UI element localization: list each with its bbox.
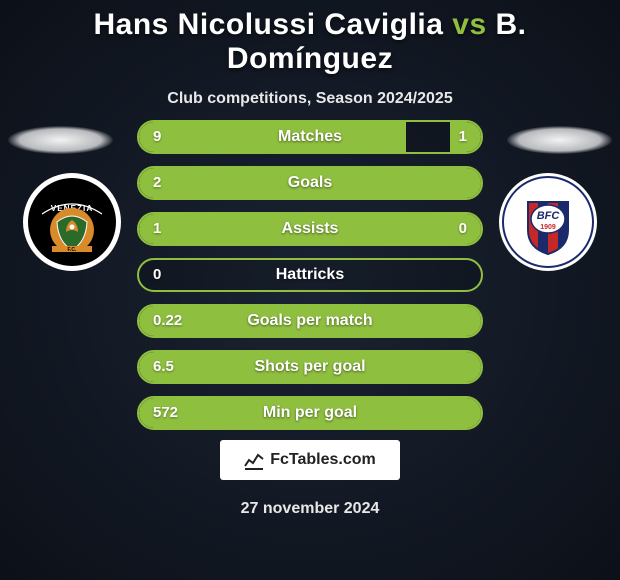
season-subtitle: Club competitions, Season 2024/2025 bbox=[0, 90, 620, 108]
stats-panel: 9Matches12Goals1Assists00Hattricks0.22Go… bbox=[137, 120, 483, 442]
brand-logo-icon bbox=[244, 450, 264, 470]
stat-row: 0.22Goals per match bbox=[137, 304, 483, 338]
stat-row: 1Assists0 bbox=[137, 212, 483, 246]
stat-row: 572Min per goal bbox=[137, 396, 483, 430]
stat-label: Min per goal bbox=[139, 398, 481, 428]
svg-text:1909: 1909 bbox=[540, 224, 556, 231]
stat-row: 6.5Shots per goal bbox=[137, 350, 483, 384]
stat-label: Goals bbox=[139, 168, 481, 198]
stat-label: Shots per goal bbox=[139, 352, 481, 382]
brand-text: FcTables.com bbox=[270, 451, 376, 469]
stat-label: Hattricks bbox=[139, 260, 481, 290]
team-badge-right: BFC 1909 bbox=[498, 172, 598, 272]
stat-value-right: 0 bbox=[459, 214, 467, 244]
spotlight-left bbox=[8, 126, 113, 154]
stat-label: Goals per match bbox=[139, 306, 481, 336]
team-badge-left: VENEZIA F.C. bbox=[22, 172, 122, 272]
venezia-badge-icon: VENEZIA F.C. bbox=[22, 172, 122, 272]
svg-text:F.C.: F.C. bbox=[68, 247, 78, 253]
stat-label: Assists bbox=[139, 214, 481, 244]
stat-row: 2Goals bbox=[137, 166, 483, 200]
vs-text: vs bbox=[452, 8, 486, 41]
player1-name: Hans Nicolussi Caviglia bbox=[93, 8, 443, 41]
stat-value-right: 1 bbox=[459, 122, 467, 152]
stat-label: Matches bbox=[139, 122, 481, 152]
bologna-badge-icon: BFC 1909 bbox=[498, 172, 598, 272]
brand-box[interactable]: FcTables.com bbox=[220, 440, 400, 480]
spotlight-right bbox=[507, 126, 612, 154]
svg-text:BFC: BFC bbox=[537, 210, 561, 222]
stat-row: 9Matches1 bbox=[137, 120, 483, 154]
comparison-title: Hans Nicolussi Caviglia vs B. Domínguez bbox=[0, 8, 620, 76]
footer-date: 27 november 2024 bbox=[0, 500, 620, 518]
stat-row: 0Hattricks bbox=[137, 258, 483, 292]
